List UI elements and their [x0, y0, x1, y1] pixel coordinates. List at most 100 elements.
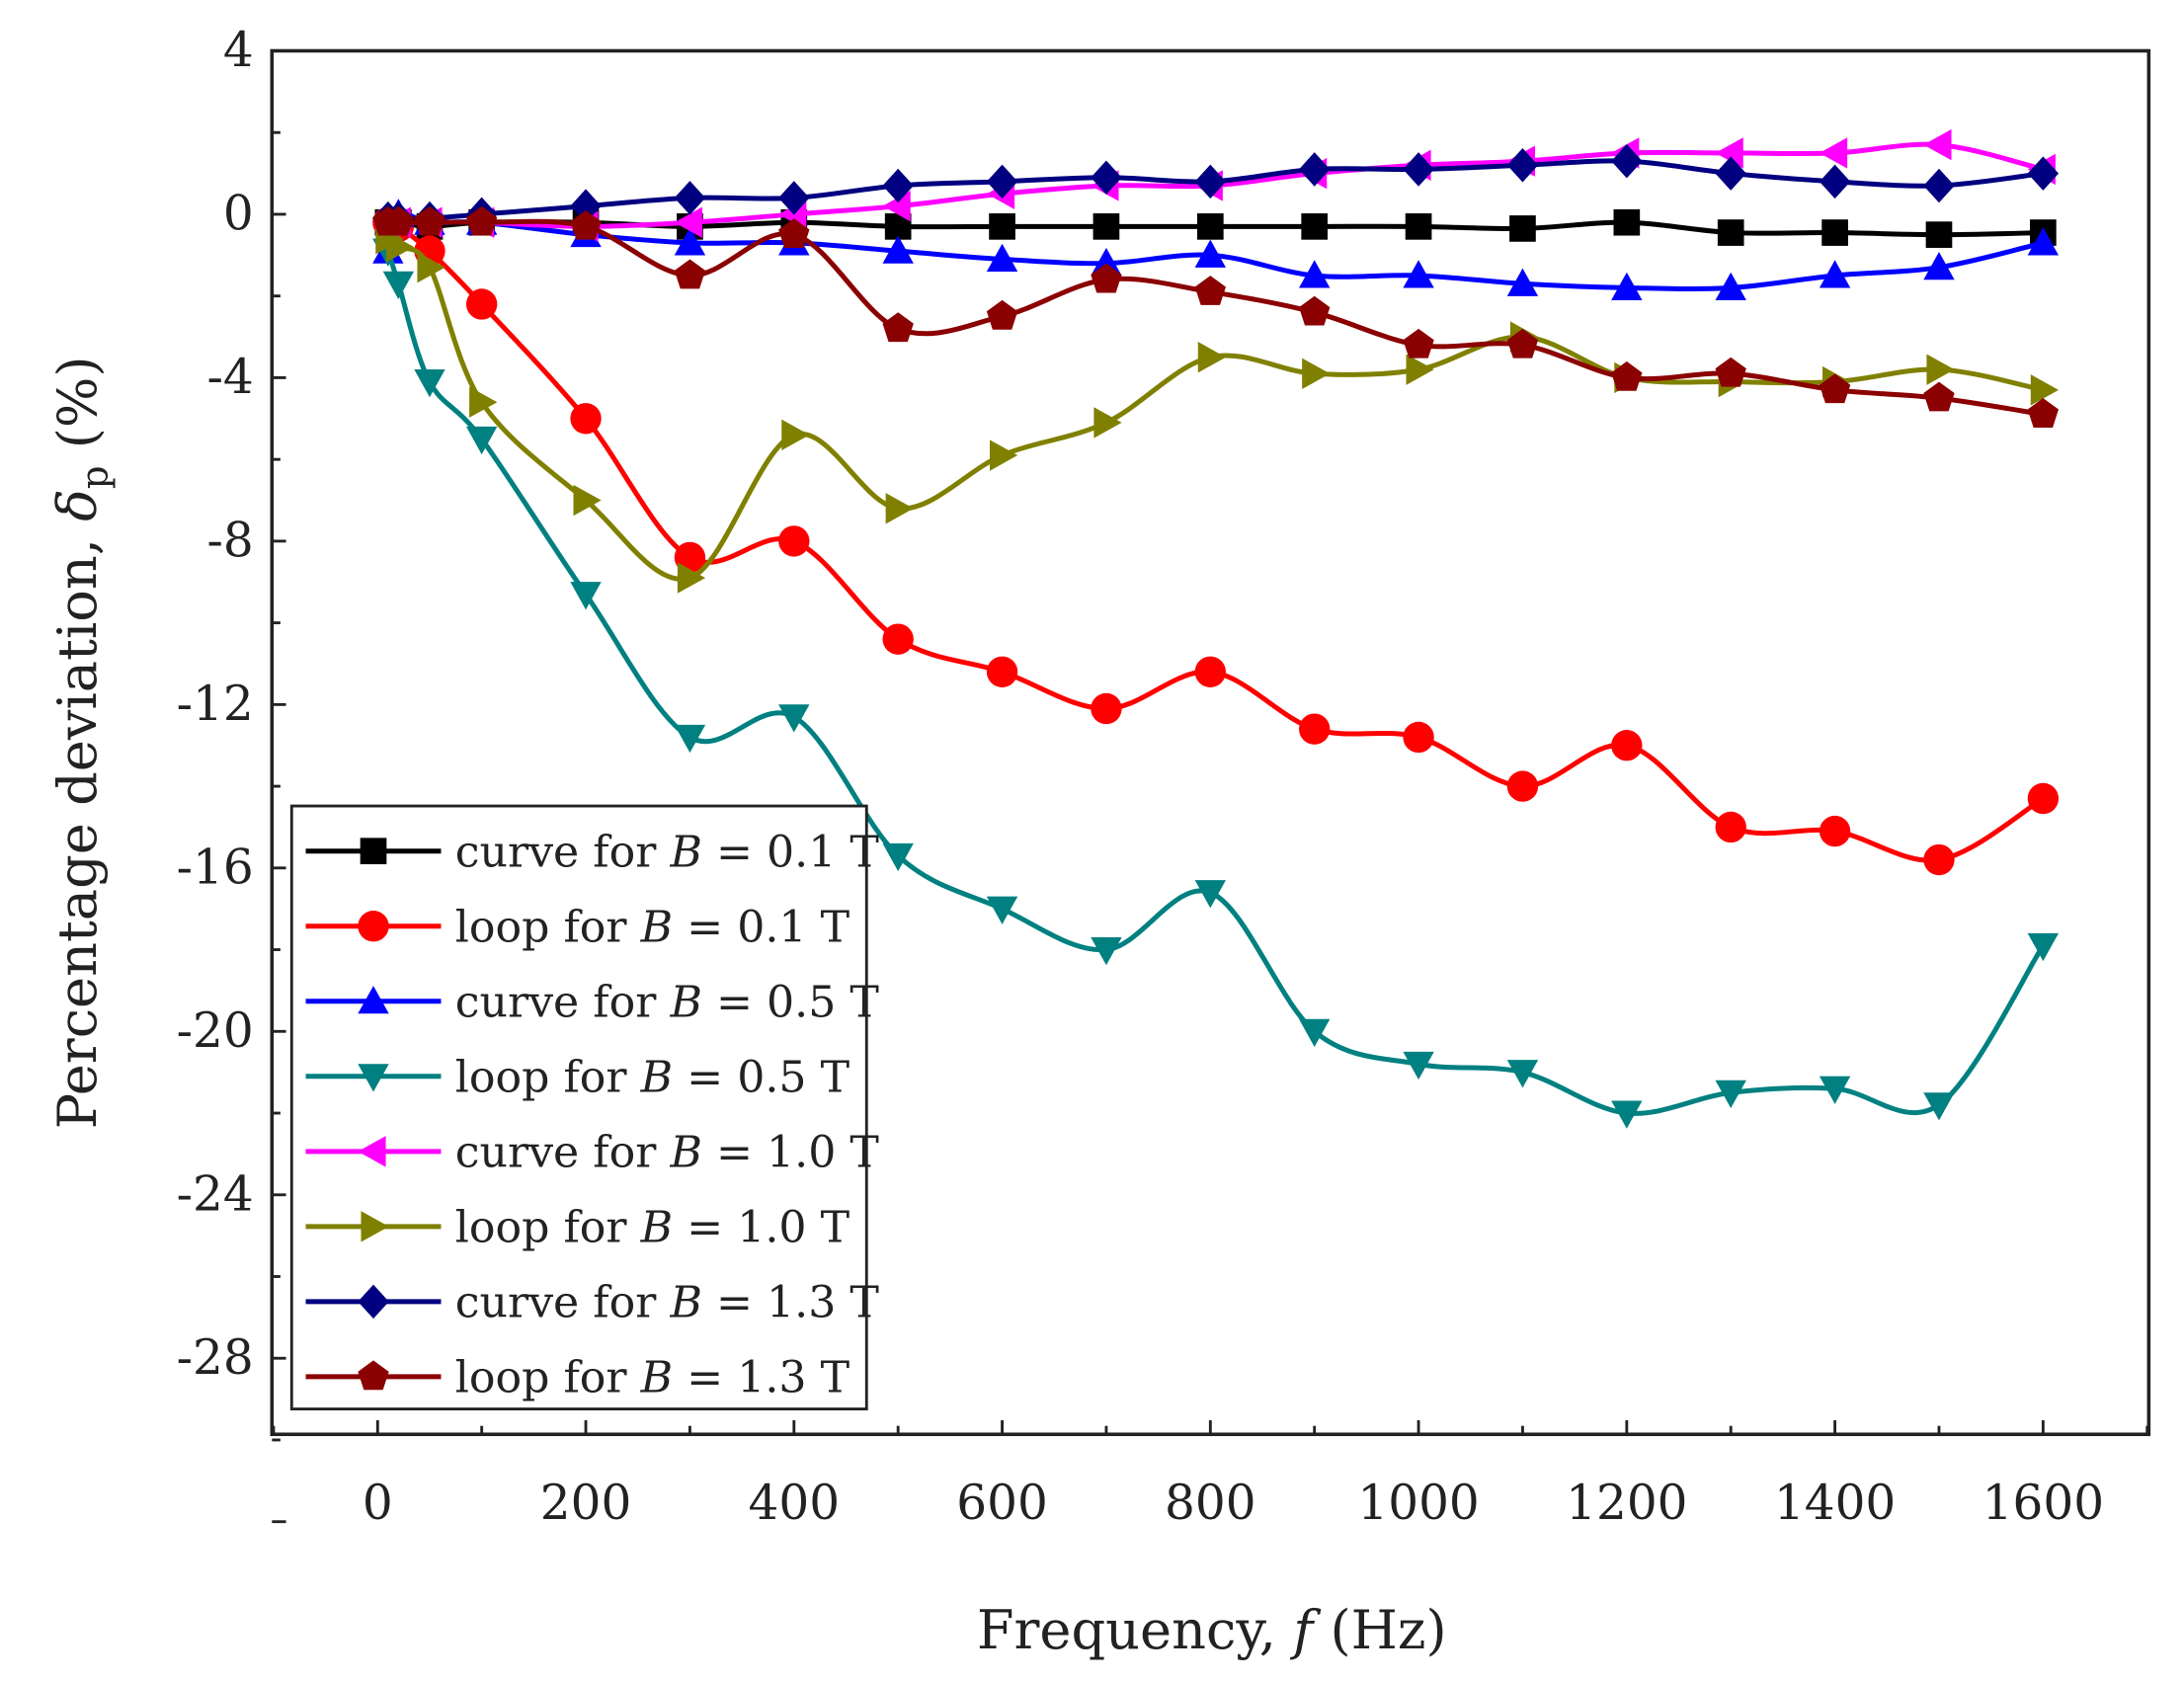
legend-marker [358, 986, 389, 1014]
data-point [677, 562, 706, 594]
x-tick-label: 0 [363, 1476, 393, 1531]
series-curve-for-b-0-1-t [374, 208, 2057, 248]
data-point [1819, 137, 1848, 169]
legend-label: loop for B = 0.5 T [455, 1052, 850, 1102]
legend-marker [358, 1136, 386, 1167]
legend-entry: loop for B = 1.0 T [305, 1203, 850, 1253]
y-tick-label: -16 [177, 840, 254, 896]
data-point [1715, 1080, 1746, 1109]
data-point [1611, 360, 1643, 391]
series-loop-for-b-1-3-t [372, 205, 2060, 428]
data-point [1611, 272, 1643, 300]
data-point [570, 582, 602, 610]
data-point [986, 164, 1018, 200]
data-point [570, 189, 602, 223]
data-point [1506, 268, 1539, 296]
data-point [882, 168, 914, 203]
data-point [986, 656, 1018, 687]
data-point [986, 896, 1018, 924]
data-point [989, 213, 1015, 240]
data-point [1406, 354, 1434, 385]
data-point [1611, 730, 1643, 761]
data-point [1715, 156, 1746, 191]
legend-marker [360, 838, 387, 865]
y-tick-label: -4 [207, 350, 254, 405]
data-point [2027, 227, 2060, 256]
data-point [674, 181, 706, 215]
data-point [570, 209, 602, 240]
data-point [1506, 148, 1539, 183]
legend-marker [358, 1064, 389, 1092]
data-point [573, 484, 602, 517]
x-tick-label: 1200 [1566, 1476, 1687, 1531]
data-point [1302, 358, 1331, 389]
data-point [1091, 263, 1122, 293]
data-point [778, 218, 810, 248]
data-point [1506, 1060, 1539, 1088]
series-group [372, 128, 2060, 1129]
data-point [1923, 128, 1952, 161]
data-point [1715, 272, 1746, 300]
x-tick-label: 400 [749, 1476, 841, 1531]
data-point [1299, 1018, 1331, 1047]
data-point [1926, 354, 1955, 385]
data-point [1923, 252, 1955, 280]
data-point [1819, 373, 1851, 404]
legend: curve for B = 0.1 T loop for B = 0.1 T cur… [289, 804, 880, 1410]
data-point [417, 252, 445, 283]
data-point [1923, 168, 1955, 203]
data-point [778, 181, 810, 215]
data-point [1403, 260, 1434, 288]
data-point [1717, 219, 1744, 246]
data-point [1715, 357, 1746, 387]
legend-marker [358, 911, 389, 942]
x-tick-label: 800 [1165, 1476, 1256, 1531]
data-point [882, 312, 914, 343]
data-point [1509, 215, 1536, 242]
data-point [1613, 208, 1641, 236]
data-point [1819, 164, 1851, 200]
y-tick-label: -24 [177, 1166, 254, 1222]
data-point [882, 842, 914, 872]
data-point [1299, 713, 1331, 745]
data-point [1194, 239, 1227, 268]
data-point [1821, 219, 1848, 246]
data-point [2027, 932, 2060, 962]
data-point [674, 227, 706, 256]
data-point [1611, 1100, 1643, 1129]
legend-entry: curve for B = 1.0 T [305, 1128, 879, 1178]
y-tick-label: -12 [177, 677, 254, 732]
data-point [1299, 260, 1331, 288]
data-point [1925, 221, 1953, 248]
legend-entry: loop for B = 1.3 T [305, 1353, 850, 1403]
x-tick-label: 1400 [1774, 1476, 1896, 1531]
legend-entry: loop for B = 0.5 T [305, 1052, 850, 1102]
data-point [1197, 342, 1227, 373]
y-tick-label: 4 [223, 23, 254, 78]
data-point [2030, 374, 2060, 406]
data-point [882, 235, 914, 264]
data-point [990, 440, 1018, 471]
data-point [1403, 1051, 1434, 1081]
data-point [1403, 721, 1434, 754]
x-axis-title: Frequency, f (Hz) [977, 1599, 1447, 1661]
axis-ticks: 4 0 -4 -8 -12 -16 -20 -24 -28 0 200 400 600 800 1000 12… [177, 23, 2149, 1531]
y-axis-title: Percentage deviation, δp (%) [46, 356, 116, 1129]
data-point [382, 271, 415, 299]
data-point [382, 205, 415, 236]
legend-label: curve for B = 0.1 T [455, 827, 880, 877]
data-point [1923, 381, 1955, 412]
data-point [674, 724, 706, 754]
data-point [1715, 137, 1743, 169]
legend-label: loop for B = 0.1 T [455, 902, 850, 952]
data-point [2027, 782, 2060, 815]
x-tick-label: 1000 [1357, 1476, 1479, 1531]
series-line [386, 219, 2045, 863]
legend-label: loop for B = 1.3 T [455, 1353, 850, 1403]
data-point [1923, 843, 1955, 876]
y-tick-label: 0 [223, 187, 254, 242]
x-tick-label: 200 [540, 1476, 632, 1531]
data-point [1405, 213, 1432, 240]
data-point [465, 426, 498, 455]
